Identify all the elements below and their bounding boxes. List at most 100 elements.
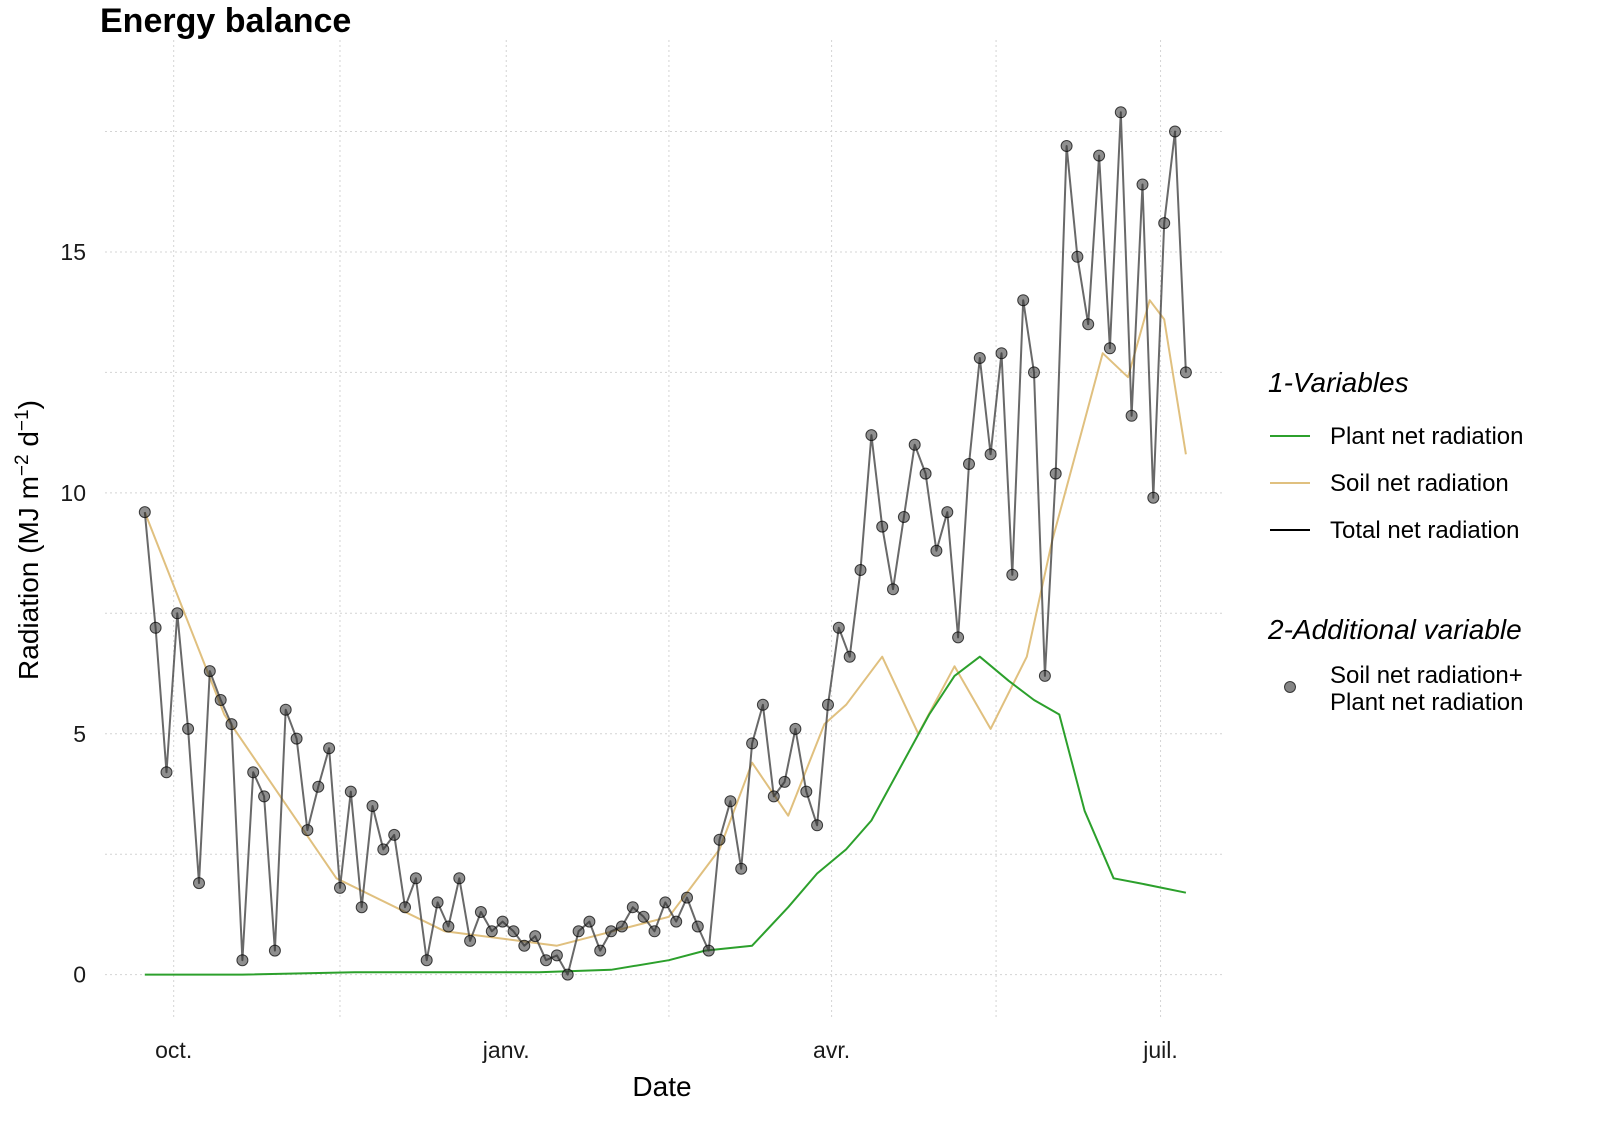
data-point bbox=[746, 737, 759, 750]
data-point bbox=[659, 896, 672, 909]
data-point bbox=[973, 352, 986, 364]
data-point bbox=[767, 790, 780, 803]
data-point bbox=[214, 694, 227, 706]
data-point bbox=[409, 872, 422, 885]
series-line-soil bbox=[143, 299, 1187, 947]
data-point bbox=[1093, 149, 1106, 162]
y-tick-label: 15 bbox=[60, 239, 86, 265]
data-point bbox=[941, 506, 954, 519]
data-point bbox=[605, 925, 618, 938]
data-point bbox=[681, 891, 693, 904]
data-point bbox=[1060, 140, 1073, 152]
data-point bbox=[1114, 106, 1127, 119]
data-point bbox=[1147, 491, 1160, 504]
data-point bbox=[724, 795, 737, 808]
data-point bbox=[160, 766, 173, 779]
data-point bbox=[203, 665, 216, 678]
data-point bbox=[800, 785, 813, 798]
data-point bbox=[811, 819, 824, 832]
data-point bbox=[474, 906, 487, 918]
data-point bbox=[1006, 568, 1019, 581]
data-point bbox=[485, 925, 498, 938]
data-point bbox=[312, 780, 325, 793]
y-axis: 0 5 10 15 bbox=[60, 239, 86, 988]
data-point bbox=[225, 718, 238, 731]
data-point bbox=[268, 944, 281, 957]
legend-label-points-line1: Soil net radiation+ bbox=[1330, 662, 1523, 689]
y-axis-title-end: ) bbox=[13, 400, 44, 409]
data-point bbox=[843, 650, 856, 663]
data-point bbox=[550, 949, 563, 962]
data-point bbox=[1136, 178, 1149, 191]
data-point bbox=[279, 703, 292, 716]
data-point bbox=[832, 621, 845, 634]
x-tick-label: avr. bbox=[813, 1037, 850, 1063]
y-axis-title-exp1: −2 bbox=[12, 454, 33, 476]
data-point bbox=[344, 785, 357, 798]
data-point bbox=[399, 901, 411, 914]
legend-label-points-line2: Plant net radiation bbox=[1330, 689, 1523, 716]
data-point bbox=[290, 732, 303, 745]
data-point bbox=[963, 458, 975, 470]
data-point bbox=[453, 872, 466, 885]
data-point bbox=[702, 944, 715, 957]
x-tick-label: juil. bbox=[1142, 1037, 1178, 1063]
grid bbox=[105, 40, 1222, 1018]
data-point bbox=[615, 920, 628, 933]
data-point bbox=[301, 824, 314, 837]
data-point bbox=[1103, 342, 1116, 355]
data-point bbox=[583, 915, 596, 928]
y-axis-title: Radiation (MJ m−2 d−1) bbox=[12, 400, 44, 680]
data-point bbox=[691, 920, 704, 933]
y-axis-title-main: Radiation (MJ m bbox=[13, 476, 44, 680]
y-tick-label: 0 bbox=[73, 962, 86, 988]
plot-area bbox=[138, 106, 1192, 981]
data-point bbox=[637, 910, 650, 923]
data-point bbox=[1049, 467, 1062, 480]
data-point bbox=[464, 934, 477, 947]
chart-title: Energy balance bbox=[100, 2, 351, 40]
data-point bbox=[1179, 366, 1192, 379]
data-point bbox=[377, 843, 390, 856]
data-point bbox=[420, 954, 433, 967]
legend: 1-Variables Plant net radiation Soil net… bbox=[1267, 367, 1523, 716]
y-tick-label: 5 bbox=[73, 721, 86, 747]
data-point bbox=[442, 920, 455, 933]
data-point bbox=[876, 520, 889, 533]
data-point bbox=[713, 833, 726, 846]
y-axis-title-exp2: −1 bbox=[12, 409, 33, 431]
data-point bbox=[822, 698, 834, 711]
data-point bbox=[518, 939, 531, 952]
legend-label-plant: Plant net radiation bbox=[1330, 423, 1523, 450]
y-tick-label: 10 bbox=[60, 480, 86, 506]
data-point bbox=[247, 766, 260, 779]
x-tick-label: oct. bbox=[155, 1037, 192, 1063]
data-point bbox=[1071, 250, 1084, 263]
data-point bbox=[431, 896, 444, 909]
data-point bbox=[171, 607, 184, 620]
x-axis-title: Date bbox=[632, 1071, 691, 1102]
data-point bbox=[1028, 366, 1040, 379]
data-point bbox=[919, 467, 932, 480]
legend-label-total: Total net radiation bbox=[1330, 517, 1519, 544]
y-axis-title-mid: d bbox=[13, 431, 44, 454]
data-point bbox=[756, 698, 769, 711]
data-point bbox=[648, 925, 661, 938]
data-point bbox=[540, 954, 552, 967]
data-point bbox=[778, 775, 791, 788]
data-point bbox=[182, 722, 195, 735]
data-point bbox=[1038, 669, 1051, 682]
data-point bbox=[572, 925, 585, 938]
data-point bbox=[865, 429, 878, 442]
data-point bbox=[323, 742, 336, 755]
data-point bbox=[735, 862, 748, 875]
data-point bbox=[529, 930, 542, 943]
data-point bbox=[1169, 125, 1181, 138]
data-point bbox=[334, 881, 346, 894]
series-line-plant bbox=[144, 655, 1187, 976]
data-point bbox=[496, 915, 509, 928]
legend-label-soil: Soil net radiation bbox=[1330, 470, 1509, 497]
data-point bbox=[236, 954, 249, 967]
data-point bbox=[930, 544, 943, 557]
